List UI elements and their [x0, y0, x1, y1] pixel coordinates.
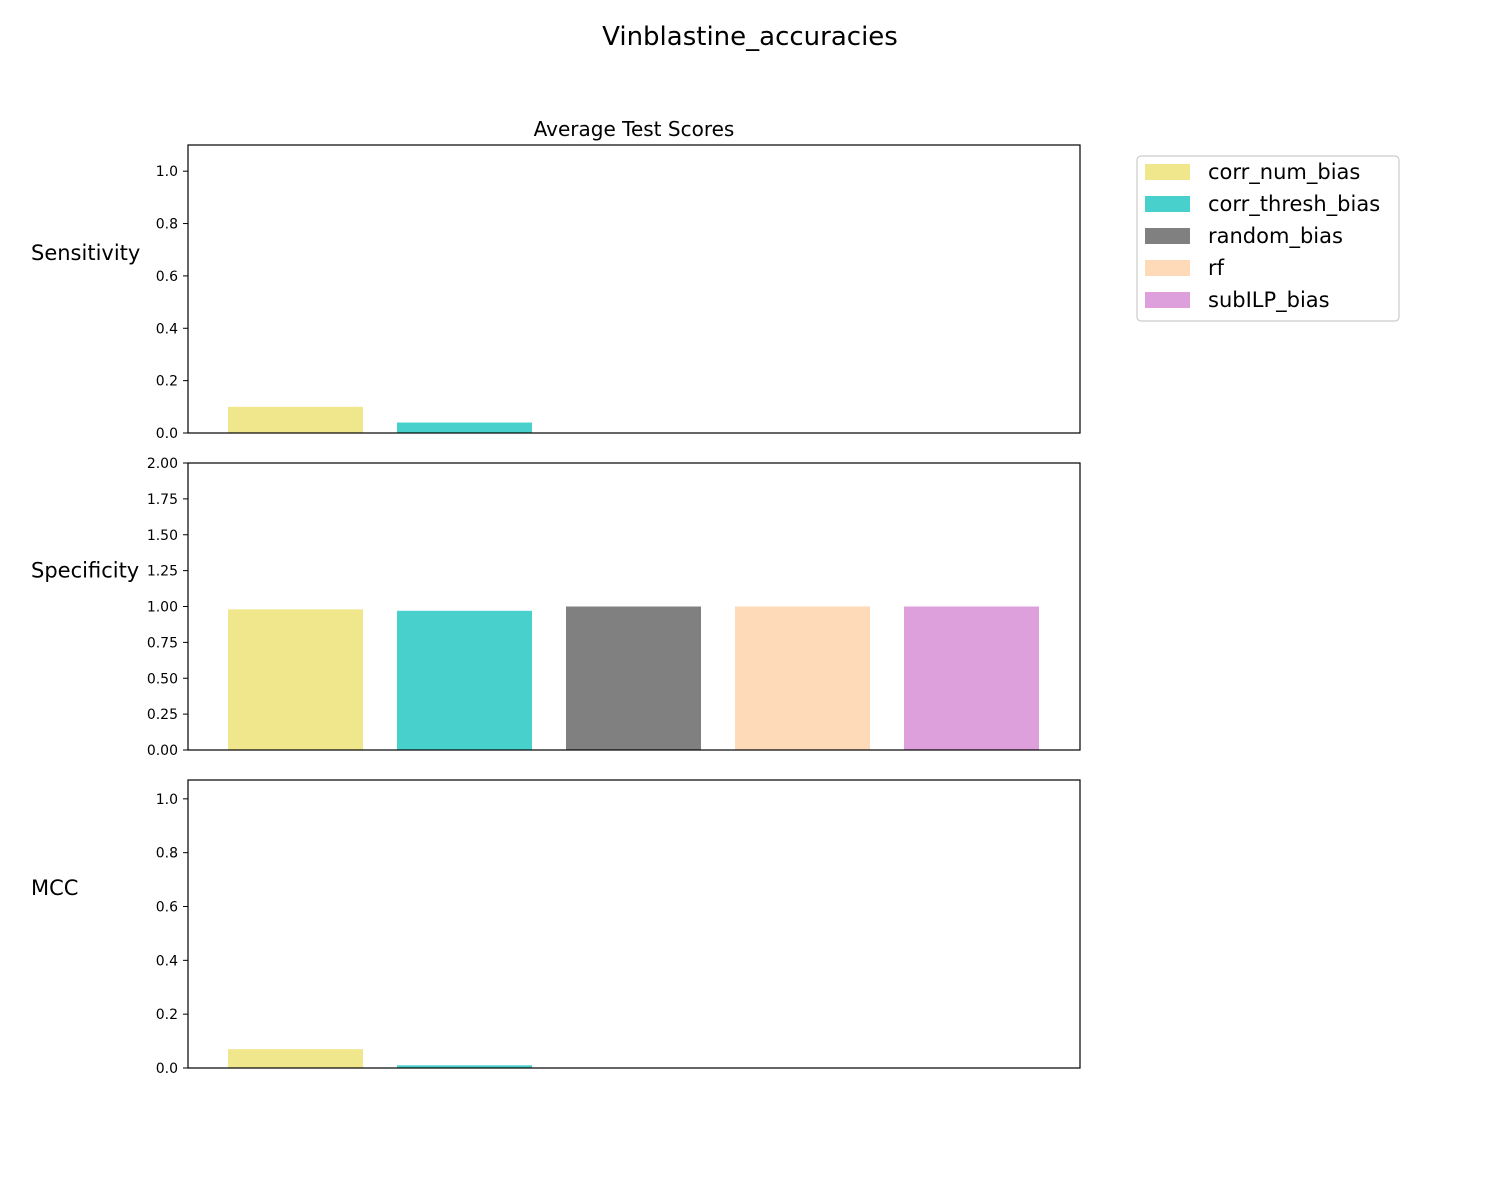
y-tick-label: 0.6 — [156, 900, 178, 916]
bar-corr_num_bias — [228, 1049, 363, 1068]
panel-mcc: 0.0 0.2 0.4 0.6 0.8 1.0 MCC — [31, 779, 1081, 1077]
axes-frame — [187, 144, 1081, 434]
legend-swatch — [1145, 164, 1190, 180]
bar-corr_num_bias — [228, 406, 363, 433]
y-tick-label: 0.6 — [156, 269, 178, 285]
legend: corr_num_bias corr_thresh_bias random_bias… — [1136, 155, 1400, 322]
y-tick-label: 0.25 — [147, 707, 178, 723]
y-tick-label: 0.0 — [156, 426, 178, 442]
row-label-mcc: MCC — [31, 876, 78, 900]
y-tick-label: 0.2 — [156, 374, 178, 390]
y-tick-label: 1.25 — [147, 564, 178, 580]
legend-label: corr_thresh_bias — [1208, 192, 1380, 217]
bar-corr_num_bias — [228, 609, 363, 750]
y-tick-label: 0.50 — [147, 671, 178, 687]
bar-corr_thresh_bias — [397, 610, 532, 750]
y-tick-label: 0.00 — [147, 743, 178, 759]
y-tick-label: 0.75 — [147, 635, 178, 651]
legend-label: corr_num_bias — [1208, 160, 1360, 185]
y-tick-label: 2.00 — [147, 456, 178, 472]
panels: 0.0 0.2 0.4 0.6 0.8 1.0 Sensitivity 0.00 0.25 0.5… — [31, 144, 1081, 1077]
legend-item-subILP_bias: subILP_bias — [1145, 288, 1330, 313]
chart-subtitle: Average Test Scores — [534, 117, 735, 141]
y-tick-label: 0.0 — [156, 1061, 178, 1077]
row-label-specificity: Specificity — [31, 559, 139, 583]
axes-frame — [187, 779, 1081, 1069]
legend-swatch — [1145, 228, 1190, 244]
legend-swatch — [1145, 196, 1190, 212]
figure-title: Vinblastine_accuracies — [602, 22, 898, 52]
bar-rf — [735, 606, 870, 750]
legend-item-rf: rf — [1145, 256, 1225, 280]
y-tick-label: 0.4 — [156, 953, 178, 969]
legend-item-random_bias: random_bias — [1145, 224, 1343, 249]
y-tick-label: 0.4 — [156, 321, 178, 337]
y-tick-label: 1.50 — [147, 528, 178, 544]
bar-subILP_bias — [904, 606, 1039, 750]
y-tick-label: 1.00 — [147, 600, 178, 616]
y-tick-label: 1.75 — [147, 492, 178, 508]
legend-item-corr_num_bias: corr_num_bias — [1145, 160, 1360, 185]
legend-box — [1136, 155, 1400, 322]
y-tick-label: 0.8 — [156, 217, 178, 233]
y-tick-label: 1.0 — [156, 164, 178, 180]
bar-corr_thresh_bias — [397, 422, 532, 433]
legend-label: rf — [1208, 256, 1225, 280]
y-tick-label: 0.8 — [156, 846, 178, 862]
panel-specificity: 0.00 0.25 0.50 0.75 1.00 1.25 1.50 1.75 2.00 Spec… — [31, 456, 1081, 759]
legend-label: subILP_bias — [1208, 288, 1330, 313]
legend-swatch — [1145, 260, 1190, 276]
bar-random_bias — [566, 606, 701, 750]
legend-label: random_bias — [1208, 224, 1343, 249]
legend-item-corr_thresh_bias: corr_thresh_bias — [1145, 192, 1380, 217]
row-label-sensitivity: Sensitivity — [31, 241, 140, 265]
legend-swatch — [1145, 292, 1190, 308]
y-tick-label: 1.0 — [156, 792, 178, 808]
bar-corr_thresh_bias — [397, 1065, 532, 1068]
y-tick-label: 0.2 — [156, 1007, 178, 1023]
panel-sensitivity: 0.0 0.2 0.4 0.6 0.8 1.0 Sensitivity — [31, 144, 1081, 442]
